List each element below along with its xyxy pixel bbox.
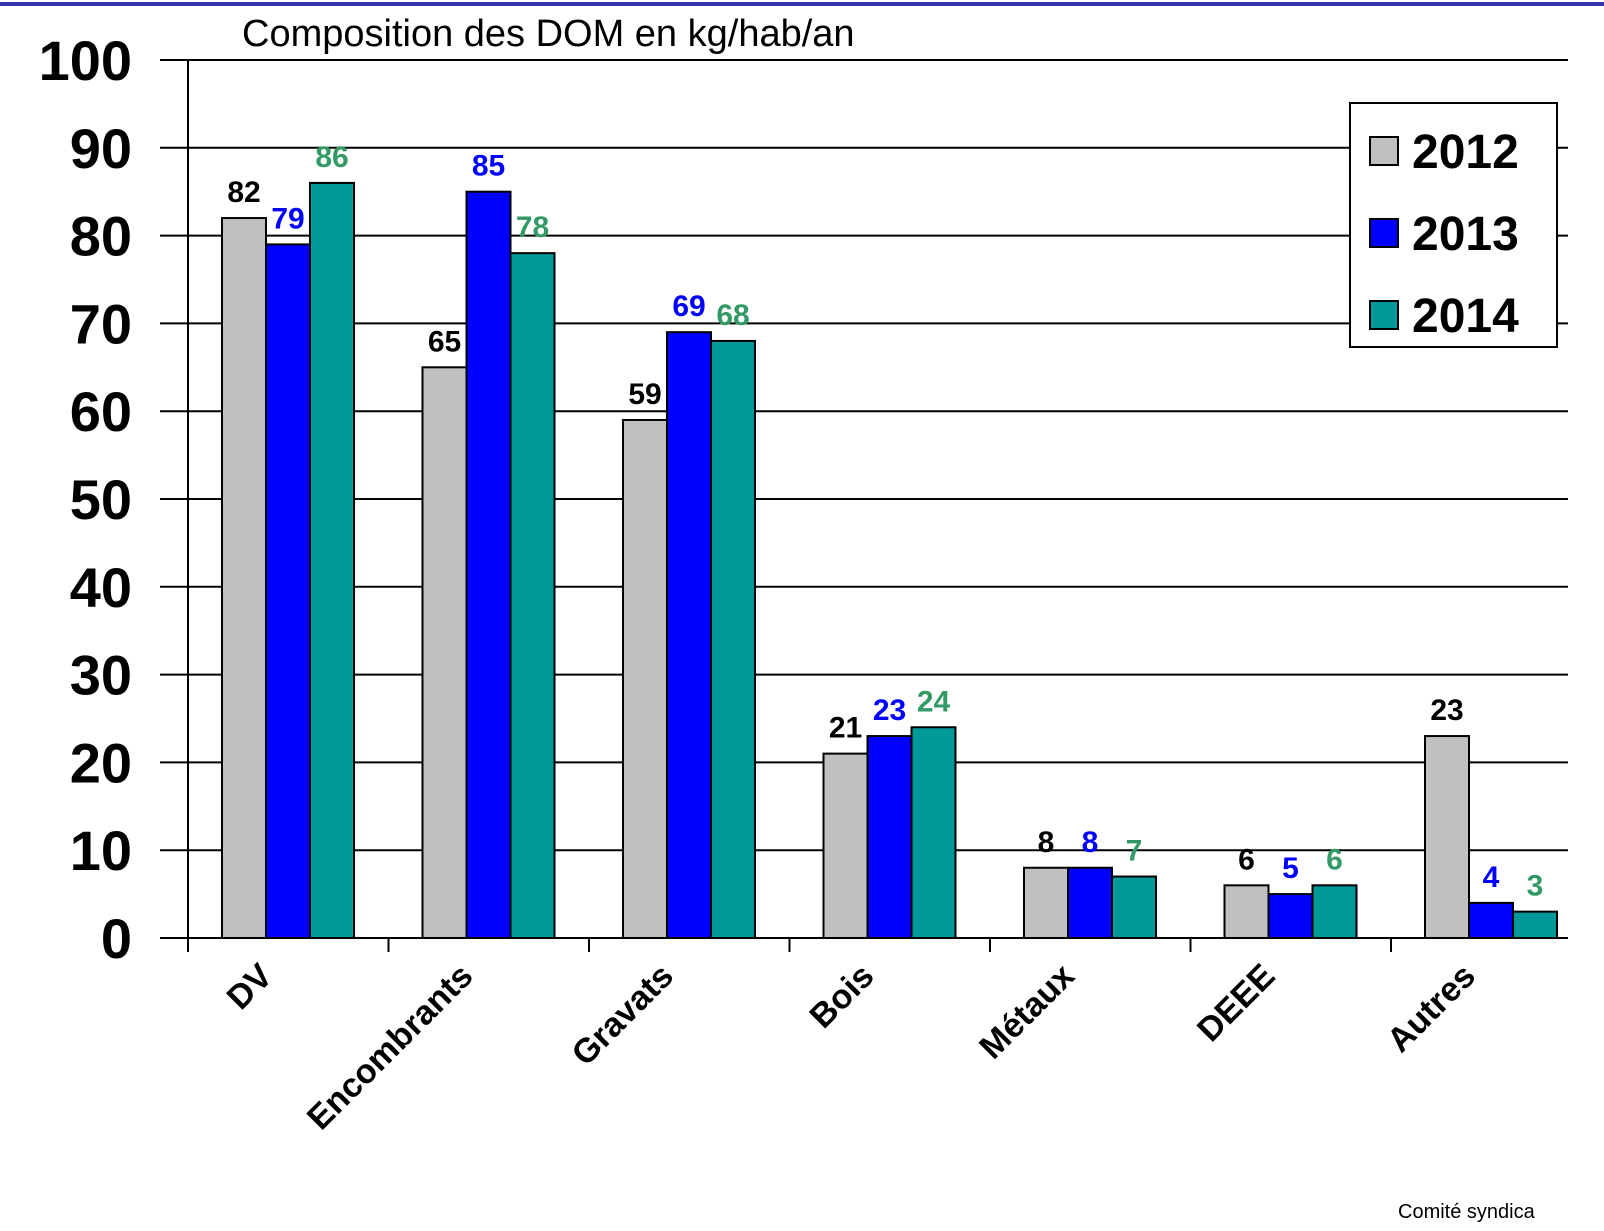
data-label: 86 bbox=[315, 141, 348, 174]
bar bbox=[1223, 884, 1270, 940]
legend-swatch bbox=[1369, 136, 1399, 166]
data-label: 23 bbox=[1430, 694, 1463, 727]
bar bbox=[265, 243, 311, 939]
footer: Comité syndica bbox=[1398, 1201, 1536, 1223]
bar bbox=[1468, 901, 1514, 940]
legend-label: 2014 bbox=[1412, 290, 1519, 343]
bar bbox=[1067, 866, 1113, 940]
legend-swatch bbox=[1369, 300, 1399, 330]
data-label: 3 bbox=[1527, 870, 1544, 903]
bar bbox=[666, 331, 712, 939]
data-label: 21 bbox=[829, 712, 862, 745]
bar bbox=[1267, 893, 1314, 939]
bar bbox=[866, 735, 913, 939]
data-label: 69 bbox=[672, 290, 705, 323]
y-tick-label: 60 bbox=[70, 380, 132, 443]
y-tick-label: 100 bbox=[39, 29, 132, 92]
y-tick-label: 50 bbox=[70, 468, 132, 531]
data-label: 79 bbox=[271, 202, 304, 235]
bar bbox=[1311, 884, 1358, 940]
bar bbox=[465, 190, 512, 939]
y-tick-label: 90 bbox=[70, 117, 132, 180]
bar bbox=[1512, 910, 1558, 939]
y-tick-label: 30 bbox=[70, 644, 132, 707]
data-label: 6 bbox=[1326, 843, 1343, 876]
data-label: 65 bbox=[428, 325, 461, 358]
data-label: 78 bbox=[516, 211, 549, 244]
data-label: 7 bbox=[1126, 835, 1143, 868]
data-label: 4 bbox=[1483, 861, 1500, 894]
data-label: 23 bbox=[873, 694, 906, 727]
bar bbox=[1111, 875, 1157, 939]
y-tick-label: 70 bbox=[70, 292, 132, 355]
data-label: 8 bbox=[1082, 826, 1099, 859]
bar bbox=[509, 252, 556, 940]
data-label: 5 bbox=[1282, 852, 1299, 885]
bar bbox=[421, 366, 468, 939]
legend-label: 2013 bbox=[1412, 208, 1519, 261]
data-label: 68 bbox=[716, 299, 749, 332]
data-label: 59 bbox=[628, 378, 661, 411]
y-tick-label: 40 bbox=[70, 556, 132, 619]
data-label: 8 bbox=[1038, 826, 1055, 859]
legend-swatch bbox=[1369, 218, 1399, 248]
bar bbox=[309, 181, 355, 940]
bar bbox=[622, 418, 668, 940]
data-label: 82 bbox=[227, 176, 260, 209]
bar bbox=[1424, 735, 1470, 939]
y-tick-label: 10 bbox=[70, 819, 132, 882]
bar bbox=[910, 726, 957, 940]
bar bbox=[822, 752, 869, 939]
bar bbox=[1023, 866, 1069, 940]
data-label: 24 bbox=[917, 685, 951, 718]
legend-label: 2012 bbox=[1412, 126, 1519, 179]
chart-title: Composition des DOM en kg/hab/an bbox=[242, 13, 855, 55]
data-label: 85 bbox=[472, 150, 505, 183]
data-label: 6 bbox=[1238, 843, 1255, 876]
y-tick-label: 20 bbox=[70, 731, 132, 794]
bar bbox=[710, 339, 756, 939]
bar bbox=[221, 217, 267, 940]
y-tick-label: 0 bbox=[101, 907, 132, 970]
y-tick-label: 80 bbox=[70, 205, 132, 268]
